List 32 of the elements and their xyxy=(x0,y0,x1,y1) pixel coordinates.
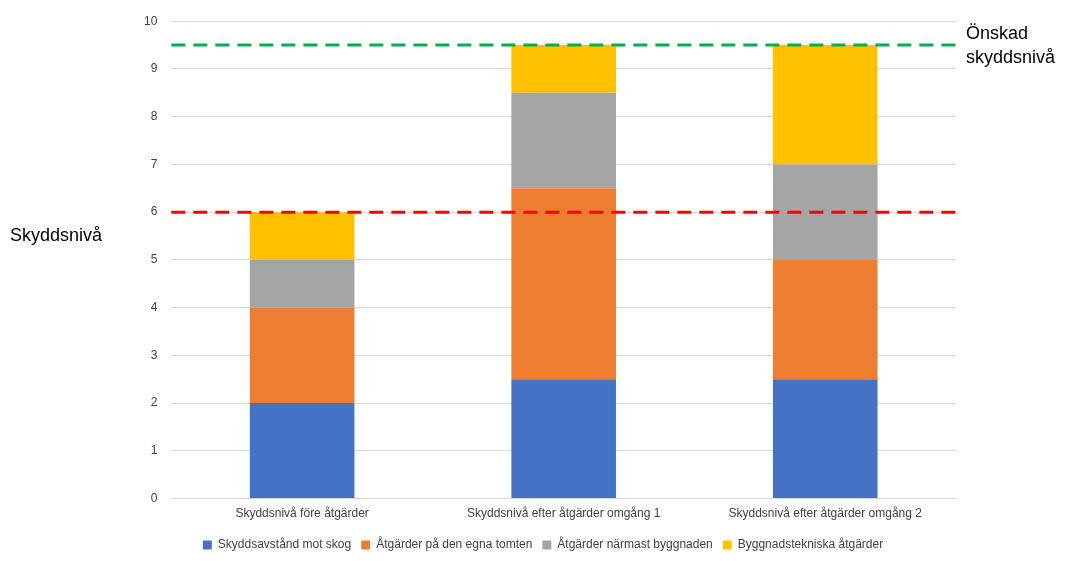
y-axis-title: Skyddsnivå xyxy=(10,225,104,245)
y-tick-label: 4 xyxy=(150,299,158,314)
bar xyxy=(249,212,355,260)
bar xyxy=(511,45,616,93)
y-tick-label: 7 xyxy=(150,156,158,171)
bar xyxy=(772,164,878,260)
bar xyxy=(249,259,355,308)
y-tick-label: 2 xyxy=(150,395,158,410)
bar xyxy=(511,188,616,380)
y-tick-label: 1 xyxy=(150,443,158,458)
x-tick-label: Skyddsnivå efter åtgärder omgång 2 xyxy=(728,506,923,521)
y-tick-label: 9 xyxy=(150,61,158,76)
bar xyxy=(511,92,616,189)
bar xyxy=(772,379,878,499)
legend-label: Åtgärder på den egna tomten xyxy=(376,536,533,552)
y-tick-label: 10 xyxy=(143,13,158,28)
x-tick-label: Skyddsnivå efter åtgärder omgång 1 xyxy=(466,506,661,521)
legend-label: Åtgärder närmast byggnaden xyxy=(557,536,713,552)
y-tick-label: 0 xyxy=(150,490,158,505)
bar xyxy=(249,307,355,404)
bar xyxy=(772,259,878,380)
ref-line-label: Önskad skyddsnivå xyxy=(966,23,1057,68)
bar xyxy=(511,379,616,499)
bar xyxy=(249,403,355,499)
y-tick-label: 5 xyxy=(150,252,158,267)
legend-label: Byggnadstekniska åtgärder xyxy=(737,537,884,552)
legend-label: Skyddsavstånd mot skog xyxy=(217,537,352,552)
bar xyxy=(772,45,878,165)
x-tick-label: Skyddsnivå före åtgärder xyxy=(235,506,369,521)
y-tick-label: 6 xyxy=(150,204,158,219)
y-tick-label: 3 xyxy=(150,347,158,362)
y-tick-label: 8 xyxy=(150,108,158,123)
